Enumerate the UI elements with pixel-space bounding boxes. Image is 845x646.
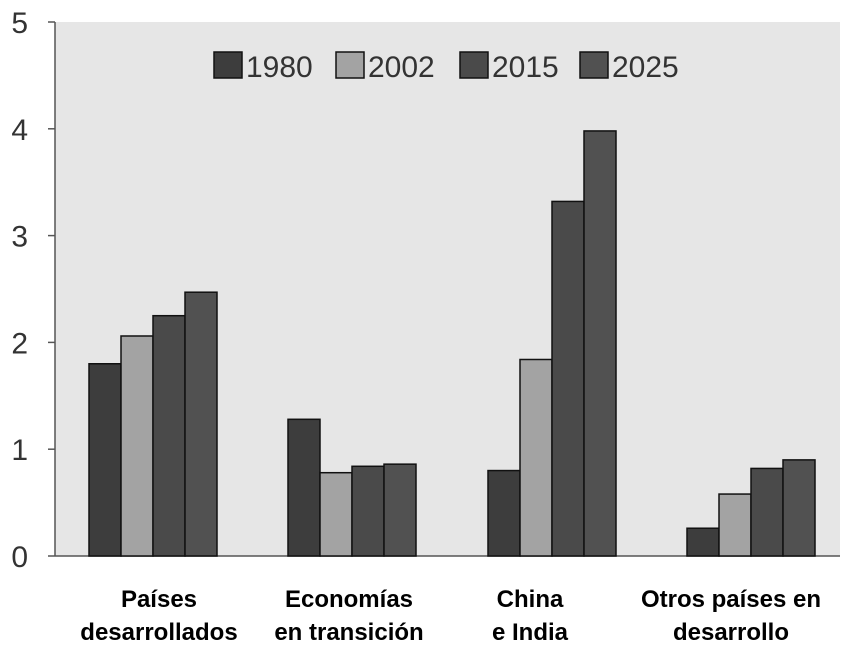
category-label: en transición	[274, 619, 423, 646]
legend-label-2015: 2015	[492, 51, 559, 84]
bar-2025-0	[184, 291, 218, 557]
legend-swatch-2002	[335, 51, 365, 79]
category-label: Países	[121, 586, 197, 613]
category-label: desarrollados	[80, 619, 237, 646]
bar-2002-1	[319, 471, 353, 557]
bar-2015-2	[551, 200, 585, 557]
bar-2025-1	[383, 463, 417, 557]
category-label: e India	[492, 619, 569, 646]
bar-1980-0	[88, 363, 122, 557]
bar-1980-2	[487, 469, 521, 557]
bar-2002-0	[120, 335, 154, 557]
legend-swatch-1980	[213, 51, 243, 79]
category-label: Economías	[285, 586, 413, 613]
bar-2025-2	[583, 130, 617, 557]
legend-swatch-2015	[459, 51, 489, 79]
bar-2025-3	[782, 459, 816, 557]
bar-2015-0	[152, 314, 186, 557]
bar-2002-2	[519, 358, 553, 557]
legend-swatch-2025	[579, 51, 609, 79]
category-label: China	[497, 586, 564, 613]
bar-2015-1	[351, 465, 385, 557]
bar-2015-3	[750, 467, 784, 557]
y-tick-label: 1	[11, 434, 28, 467]
category-label: Otros países en	[641, 586, 821, 613]
y-tick-label: 4	[11, 114, 28, 147]
legend-label-2002: 2002	[368, 51, 435, 84]
bar-1980-3	[686, 527, 720, 557]
y-tick-label: 5	[11, 7, 28, 40]
y-tick-label: 3	[11, 221, 28, 254]
category-label: desarrollo	[673, 619, 789, 646]
bar-1980-1	[287, 418, 321, 557]
y-tick-label: 2	[11, 327, 28, 360]
y-tick-label: 0	[11, 541, 28, 574]
legend-label-1980: 1980	[246, 51, 313, 84]
legend-label-2025: 2025	[612, 51, 679, 84]
bar-2002-3	[718, 493, 752, 557]
